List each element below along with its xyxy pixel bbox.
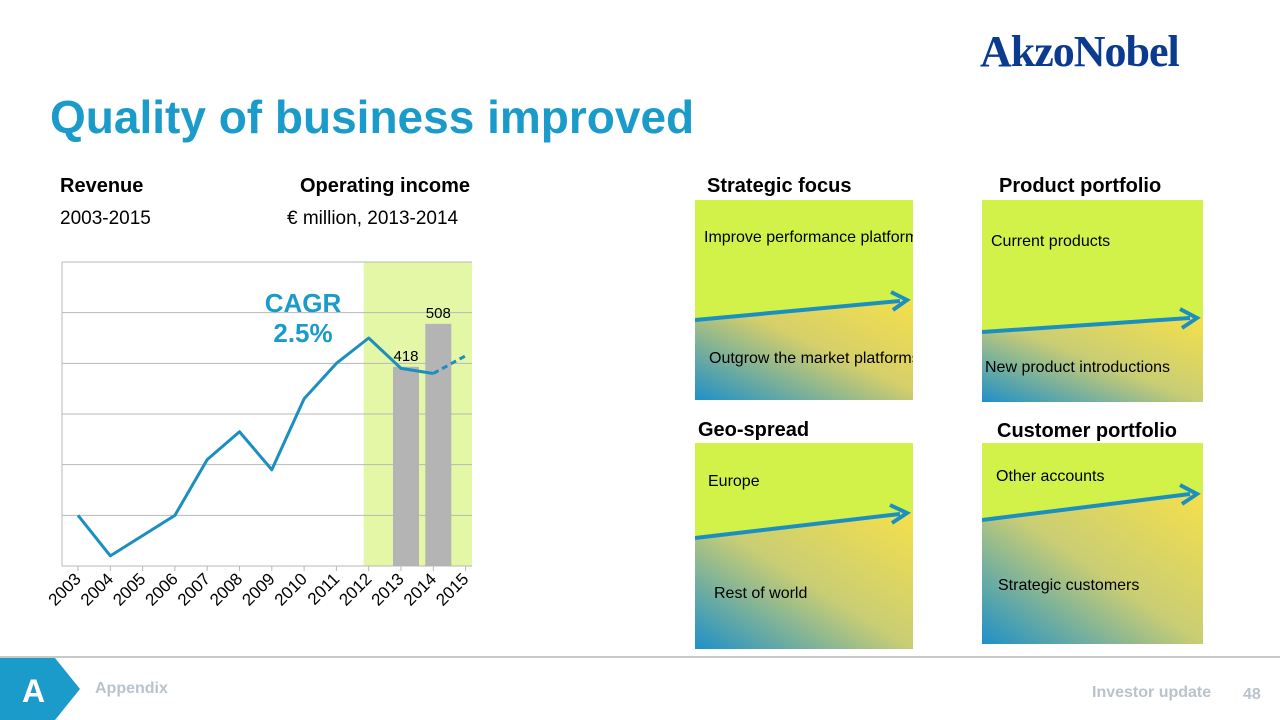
bar-2014 xyxy=(425,323,452,566)
bar-label-2014: 508 xyxy=(426,305,451,322)
page-number: 48 xyxy=(1243,686,1261,703)
strategic-bottom-label: Outgrow the market platforms xyxy=(709,350,913,367)
strategic-focus-header: Strategic focus xyxy=(707,175,852,197)
x-tick-label-2015: 2015 xyxy=(432,569,472,609)
opincome-subheader: € million, 2013-2014 xyxy=(287,208,459,229)
x-tick-label-2006: 2006 xyxy=(142,569,182,609)
akzonobel-logo: AkzoNobel xyxy=(980,27,1180,76)
x-tick-label-2011: 2011 xyxy=(304,569,343,608)
product-portfolio-graphic xyxy=(982,200,1203,402)
x-tick-label-2007: 2007 xyxy=(174,569,214,609)
revenue-line-forecast xyxy=(432,354,467,375)
cagr-label: CAGR 2.5% xyxy=(258,288,348,348)
x-tick-label-2013: 2013 xyxy=(368,569,408,609)
product-portfolio-header: Product portfolio xyxy=(999,175,1162,197)
x-tick-label-2014: 2014 xyxy=(400,569,440,609)
geo-spread-panel: Europe Rest of world xyxy=(695,443,913,649)
customer-portfolio-header: Customer portfolio xyxy=(997,420,1177,442)
x-tick-label-2009: 2009 xyxy=(238,569,278,609)
product-portfolio-panel: Current products New product introductio… xyxy=(982,200,1203,402)
x-tick-label-2008: 2008 xyxy=(206,569,246,609)
product-bottom-label: New product introductions xyxy=(985,359,1170,376)
footer-doc-name: Investor update xyxy=(1092,684,1212,701)
product-top-label: Current products xyxy=(991,233,1111,250)
customer-portfolio-panel: Other accounts Strategic customers xyxy=(982,443,1203,644)
customer-top-label: Other accounts xyxy=(996,468,1105,485)
strategic-focus-graphic xyxy=(695,200,913,400)
section-badge-letter: A xyxy=(22,673,45,709)
cagr-value: 2.5% xyxy=(273,318,333,348)
revenue-chart: 4185082003200420052006200720082009201020… xyxy=(45,261,472,610)
strategic-focus-panel: Improve performance platforms Outgrow th… xyxy=(695,200,913,400)
revenue-header: Revenue xyxy=(60,175,144,197)
geo-bottom-label: Rest of world xyxy=(714,585,808,602)
bar-2013 xyxy=(393,366,419,566)
cagr-word: CAGR xyxy=(264,288,342,318)
x-tick-label-2005: 2005 xyxy=(109,569,149,609)
strategic-top-label: Improve performance platforms xyxy=(704,229,913,246)
geo-spread-header: Geo-spread xyxy=(698,419,810,441)
geo-top-label: Europe xyxy=(708,473,760,490)
footer-divider xyxy=(0,656,1280,658)
customer-portfolio-graphic xyxy=(982,443,1203,644)
revenue-subheader: 2003-2015 xyxy=(60,208,151,229)
customer-bottom-label: Strategic customers xyxy=(998,577,1140,594)
bar-label-2013: 418 xyxy=(393,348,418,365)
x-tick-label-2012: 2012 xyxy=(335,569,375,609)
footer-section: Appendix xyxy=(95,680,168,697)
x-tick-label-2003: 2003 xyxy=(45,569,85,609)
geo-spread-graphic xyxy=(695,443,913,649)
revenue-line xyxy=(76,336,434,558)
opincome-header: Operating income xyxy=(300,175,471,197)
x-tick-label-2010: 2010 xyxy=(271,569,311,609)
page-title: Quality of business improved xyxy=(50,91,695,143)
section-badge: A xyxy=(0,658,80,720)
x-tick-label-2004: 2004 xyxy=(77,569,117,609)
